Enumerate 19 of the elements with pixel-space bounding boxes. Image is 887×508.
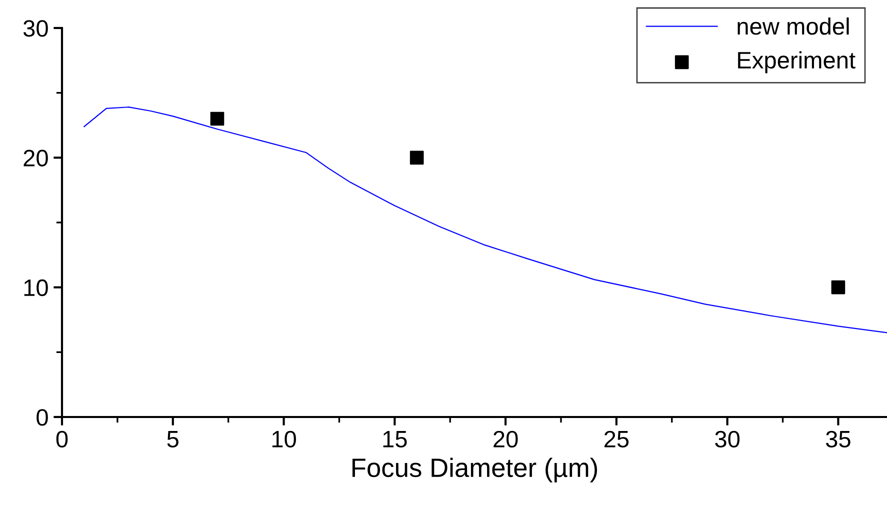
- point: [831, 280, 846, 294]
- x-tick-label: 15: [383, 431, 407, 448]
- y-tick-label: 30: [23, 20, 48, 37]
- y-tick-label: 20: [24, 150, 48, 166]
- legend-label: new model: [738, 17, 849, 35]
- y-tick-label: 0: [36, 409, 48, 426]
- x-tick-label: 0: [56, 430, 68, 448]
- x-tick-label: 10: [272, 430, 296, 448]
- x-tick-label: 30: [715, 430, 740, 448]
- line-series: [84, 106, 887, 334]
- x-tick-label: 35: [826, 430, 850, 448]
- x-tick-label: 20: [494, 430, 518, 448]
- x-tick-label: 25: [604, 430, 629, 448]
- x-tick-label: 5: [167, 431, 178, 448]
- point: [210, 112, 224, 126]
- x-axis-title: Focus Diameter (µm): [352, 458, 598, 482]
- y-tick-label: 10: [24, 279, 48, 296]
- legend-label: Experiment: [738, 51, 856, 74]
- point: [410, 150, 424, 165]
